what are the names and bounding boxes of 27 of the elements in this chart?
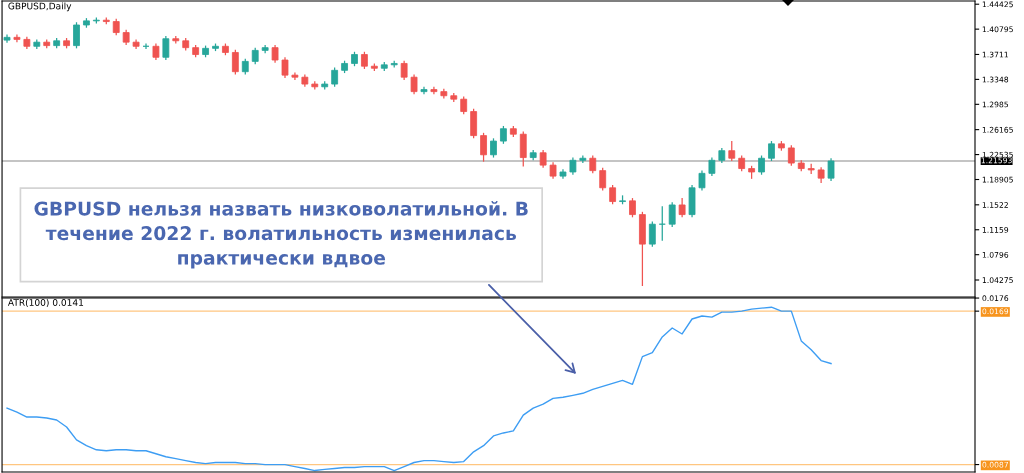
candlestick [599,167,607,192]
line-series [6,306,832,472]
candlestick [331,66,339,88]
candlestick [708,156,716,177]
candlestick [519,130,527,168]
candlestick [480,132,487,163]
candlestick [668,201,676,228]
candlestick [698,169,706,192]
candlestick [787,144,795,167]
candlestick [648,220,656,248]
candlestick [678,197,686,218]
candlestick [827,157,835,182]
candlestick [758,154,765,176]
chart-title: GBPUSD,Daily [8,2,72,12]
annotation: GBPUSD нельзя назвать низковолатильной. В течение 2022 г. волатильность изменилась практически вдвое [34,201,528,269]
candlestick [490,137,497,159]
candlestick [629,197,636,218]
candlestick [400,60,408,81]
chart-title: ATR(100) 0.0141 [7,298,84,307]
candlestick [410,73,418,95]
candlestick [768,140,775,162]
candlestick [609,184,617,205]
candlestick [73,21,80,49]
candlestick [231,49,239,76]
candlestick [281,56,289,79]
candlestick [162,35,170,61]
candlestick [728,140,736,162]
